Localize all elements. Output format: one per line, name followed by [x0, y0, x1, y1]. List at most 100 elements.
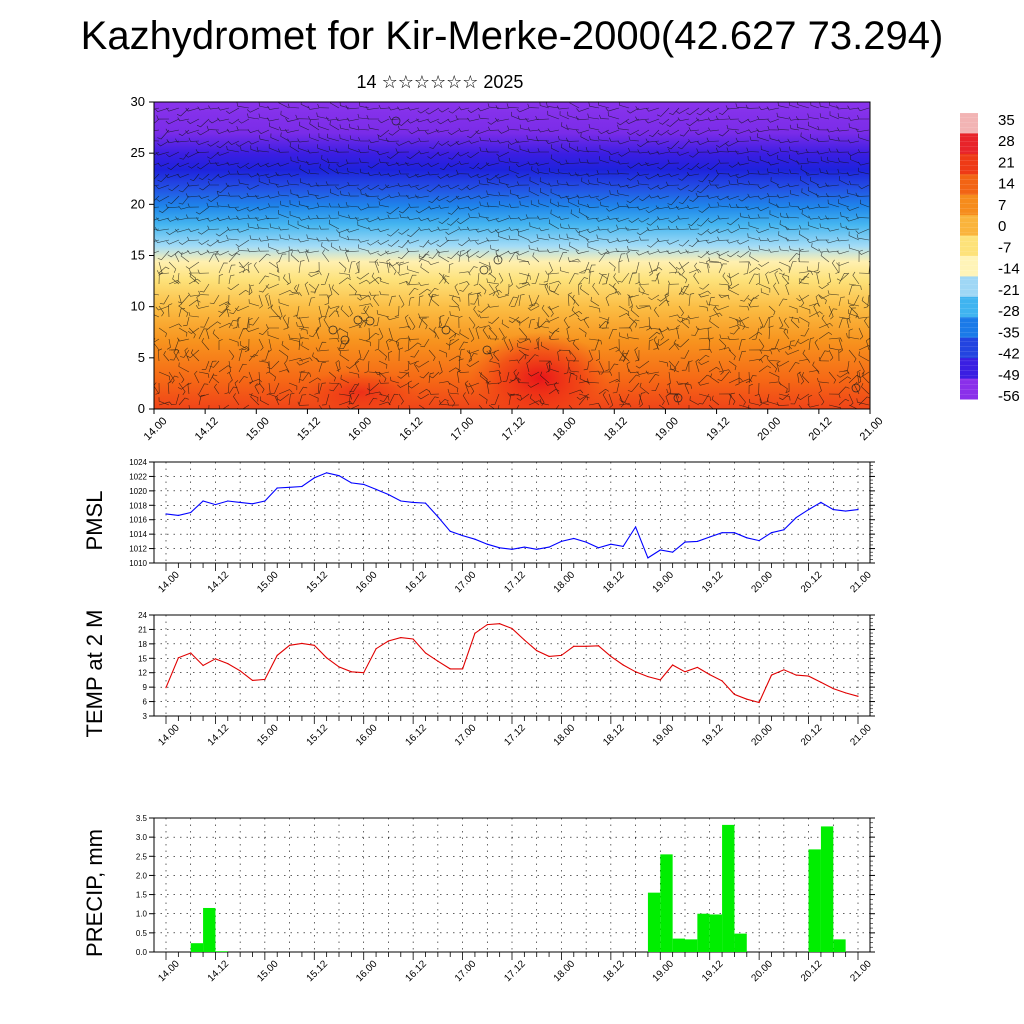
wind-barb [467, 173, 480, 178]
wind-barb [862, 372, 870, 384]
wind-barb [516, 393, 530, 401]
wind-barb [827, 199, 840, 208]
wind-barb [785, 382, 790, 394]
ytick-label: 3 [143, 712, 148, 721]
series-point [721, 532, 723, 534]
wind-barb [347, 235, 360, 241]
wind-barb [416, 118, 430, 123]
wind-barb [478, 212, 490, 219]
wind-barb [736, 239, 750, 245]
ytick-label: 6 [143, 698, 148, 707]
wind-barb [739, 212, 750, 219]
wind-barb [494, 173, 510, 179]
wind-barb [168, 349, 180, 354]
wind-barb [696, 162, 710, 169]
wind-barb [836, 105, 850, 110]
wind-barb [726, 124, 740, 131]
wind-barb [626, 333, 640, 340]
wind-barb [836, 148, 850, 153]
wind-barb [666, 118, 680, 127]
wind-barb [773, 282, 780, 296]
wind-barb [807, 186, 820, 197]
wind-barb [666, 250, 680, 254]
wind-barb [278, 349, 289, 361]
colorbar-label: 21 [998, 154, 1015, 171]
wind-barb [557, 349, 562, 362]
xtick-label: 17.12 [502, 569, 528, 595]
colorbar-swatch [960, 153, 978, 175]
wind-barb [248, 173, 260, 178]
wind-barb [544, 282, 550, 296]
wind-barb [363, 305, 370, 318]
wind-barb [486, 380, 491, 395]
wind-barb [488, 126, 500, 131]
series-point [449, 668, 451, 670]
wind-barb [180, 252, 190, 263]
wind-barb [469, 162, 480, 170]
wind-barb [357, 349, 362, 361]
wind-barb [167, 381, 172, 395]
wind-barb [207, 225, 220, 230]
wind-barb [508, 338, 514, 352]
wind-barb [216, 140, 230, 149]
wind-barb [726, 272, 740, 279]
wind-barb [296, 321, 310, 329]
wind-barb [768, 371, 780, 381]
wind-barb [218, 274, 223, 285]
wind-barb [788, 340, 795, 351]
xtick-label: 15.12 [305, 958, 331, 984]
wind-barb [797, 338, 810, 345]
wind-barb [827, 156, 840, 164]
wind-barb [757, 170, 770, 175]
wind-barb [265, 215, 280, 220]
wind-barb [755, 228, 770, 234]
series-point [288, 644, 291, 646]
wind-barb [498, 156, 510, 164]
wind-barb [777, 168, 790, 175]
wind-barb [248, 378, 262, 384]
wind-barb [328, 219, 340, 230]
wind-barb [677, 117, 690, 122]
wind-barb [159, 294, 170, 305]
wind-barb [735, 150, 750, 155]
wind-barb [568, 389, 584, 395]
wind-barb [247, 262, 252, 274]
wind-barb [466, 360, 480, 367]
wind-barb [508, 316, 521, 326]
wind-barb [314, 382, 320, 395]
wind-barb [486, 380, 500, 385]
wind-barb [516, 107, 530, 113]
precip-bar [833, 939, 846, 952]
wind-barb [618, 102, 630, 109]
series-point [437, 660, 439, 662]
wind-barb [748, 267, 761, 274]
wind-barb [726, 195, 740, 200]
wind-barb [494, 228, 510, 233]
wind-barb [837, 168, 850, 175]
wind-barb [377, 250, 390, 257]
wind-barb [550, 209, 560, 219]
wind-barb [508, 252, 519, 263]
wind-barb [195, 140, 210, 146]
wind-barb [189, 272, 200, 285]
wind-barb [648, 339, 654, 351]
wind-barb [747, 169, 760, 175]
wind-barb [379, 290, 390, 296]
wind-barb [763, 393, 770, 403]
wind-barb [228, 264, 236, 274]
wind-barb [518, 353, 529, 362]
colorbar-label: -42 [998, 346, 1020, 363]
wind-barb [592, 282, 600, 296]
wind-barb [386, 316, 400, 321]
wind-barb [388, 129, 400, 136]
wind-barb [707, 117, 720, 122]
wind-barb [490, 244, 500, 252]
wind-barb [278, 102, 290, 109]
wind-barb [358, 319, 369, 329]
wind-barb [618, 352, 628, 362]
wind-barb [782, 272, 790, 285]
wind-barb [287, 103, 300, 109]
wind-barb [818, 203, 830, 208]
wind-barb [668, 343, 679, 351]
wind-barb [537, 128, 550, 133]
